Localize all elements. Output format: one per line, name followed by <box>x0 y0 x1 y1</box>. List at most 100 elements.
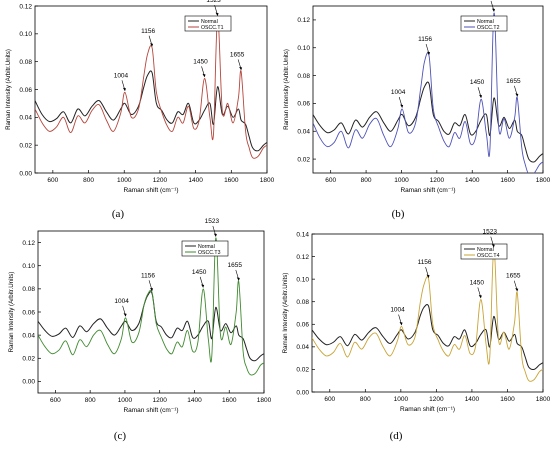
plot-frame <box>311 233 544 393</box>
y-tick-label: 0.10 <box>22 263 35 270</box>
x-tick-label: 600 <box>325 177 336 184</box>
peak-arrowhead <box>213 233 217 237</box>
y-tick-label: 0.06 <box>296 322 309 329</box>
series-line-normal <box>312 304 543 371</box>
panel-caption: (c) <box>113 430 127 442</box>
x-tick-label: 1200 <box>430 177 445 184</box>
peak-label: 1655 <box>506 78 521 85</box>
x-tick-label: 1800 <box>536 396 550 403</box>
x-tick-label: 1600 <box>222 397 237 404</box>
peak-arrowhead <box>150 287 154 292</box>
peak-label: 1523 <box>483 229 498 236</box>
series-line-normal <box>313 81 543 163</box>
series-line-oscc-t1 <box>35 16 267 159</box>
peak-arrowhead <box>123 313 127 317</box>
x-axis-label: Raman shift (cm⁻¹) <box>400 406 455 413</box>
x-tick-label: 800 <box>83 177 94 184</box>
y-axis-label: Raman Intensity (Arbitr.Units) <box>283 49 290 130</box>
y-tick-label: 0.00 <box>22 379 35 386</box>
peak-arrowhead <box>215 12 219 17</box>
series-line-oscc-t4 <box>312 248 543 382</box>
peak-label: 1004 <box>114 72 129 79</box>
peak-arrowhead <box>515 93 519 97</box>
peak-arrowhead <box>427 51 431 56</box>
peak-label: 1004 <box>114 298 129 305</box>
y-tick-label: 0.04 <box>296 344 309 351</box>
y-tick-label: 0.02 <box>19 142 32 149</box>
x-tick-label: 1000 <box>394 396 409 403</box>
peak-arrowhead <box>201 284 205 288</box>
plot-frame <box>37 230 265 394</box>
x-tick-label: 1200 <box>429 396 444 403</box>
peak-arrowhead <box>122 87 126 92</box>
y-tick-label: 0.08 <box>297 73 310 80</box>
peak-label: 1655 <box>228 262 243 269</box>
peak-arrowhead <box>515 288 519 292</box>
x-tick-label: 1600 <box>224 177 239 184</box>
y-tick-label: 0.12 <box>22 240 35 247</box>
peak-arrowhead <box>399 322 403 326</box>
legend-entry: OSCC.T2 <box>477 25 500 31</box>
x-tick-label: 800 <box>85 397 96 404</box>
y-tick-label: 0.02 <box>22 356 35 363</box>
peak-arrowhead <box>491 8 495 12</box>
panel-caption: (b) <box>391 208 405 220</box>
y-tick-label: 0.06 <box>22 309 35 316</box>
y-tick-label: 0.08 <box>22 286 35 293</box>
x-tick-label: 1400 <box>465 396 480 403</box>
x-tick-label: 600 <box>50 397 61 404</box>
x-tick-label: 1000 <box>117 177 132 184</box>
x-tick-label: 1800 <box>536 177 550 184</box>
peak-label: 1523 <box>206 0 221 4</box>
y-tick-label: 0.06 <box>19 87 32 94</box>
peak-arrowhead <box>202 73 206 78</box>
y-axis-label: Raman Intensity (Arbitr.Units) <box>282 273 289 354</box>
peak-label: 1156 <box>141 272 155 279</box>
y-tick-label: 0.02 <box>297 156 310 163</box>
y-tick-label: 0.06 <box>297 101 310 108</box>
x-tick-label: 1000 <box>118 397 133 404</box>
peak-label: 1655 <box>506 273 521 280</box>
x-tick-label: 1400 <box>465 177 480 184</box>
chart-panel-2: 600 800 1000 1200 1400 1600 1800 0.02 0.04 0.06 0.… <box>283 0 550 194</box>
y-tick-label: 0.08 <box>296 299 309 306</box>
peak-arrowhead <box>426 274 430 279</box>
x-tick-label: 600 <box>324 396 335 403</box>
y-tick-label: 0.10 <box>19 31 32 38</box>
legend-entry: Normal <box>201 19 218 25</box>
chart-panel-1: 600 800 1000 1200 1400 1600 1800 0.00 0.02 0.04 0.… <box>5 0 275 194</box>
y-tick-label: 0.04 <box>297 129 310 136</box>
peak-label: 1156 <box>418 259 432 266</box>
x-tick-label: 800 <box>361 177 372 184</box>
y-tick-label: 0.00 <box>296 389 309 396</box>
x-tick-label: 1200 <box>152 397 167 404</box>
legend-entry: OSCC.T3 <box>198 250 221 256</box>
y-axis-label: Raman Intensity (Arbitr.Units) <box>5 49 12 130</box>
peak-arrowhead <box>478 294 482 299</box>
x-tick-label: 800 <box>360 396 371 403</box>
series-line-normal <box>35 70 267 152</box>
peak-label: 1450 <box>470 279 485 286</box>
series-line-oscc-t3 <box>38 237 264 376</box>
legend-entry: OSCC.T1 <box>201 25 224 31</box>
peak-label: 1523 <box>205 218 220 225</box>
x-tick-label: 1600 <box>500 177 515 184</box>
y-tick-label: 0.10 <box>296 276 309 283</box>
x-axis-label: Raman shift (cm⁻¹) <box>123 407 178 414</box>
peak-arrowhead <box>491 244 495 248</box>
peak-label: 1450 <box>192 269 207 276</box>
panel-caption: (a) <box>111 208 125 220</box>
y-tick-label: 0.12 <box>19 3 32 10</box>
panel-caption: (d) <box>389 430 403 442</box>
y-tick-label: 0.04 <box>19 115 32 122</box>
y-tick-label: 0.02 <box>296 367 309 374</box>
peak-arrowhead <box>239 66 243 71</box>
peak-label: 1156 <box>418 36 432 43</box>
legend-entry: Normal <box>477 247 494 253</box>
legend-entry: Normal <box>477 19 494 25</box>
legend-entry: OSCC.T4 <box>477 253 500 259</box>
chart-panel-4: 600 800 1000 1200 1400 1600 1800 0.00 0.02 0.04 0.… <box>282 229 550 413</box>
y-tick-label: 0.04 <box>22 332 35 339</box>
y-tick-label: 0.08 <box>19 59 32 66</box>
